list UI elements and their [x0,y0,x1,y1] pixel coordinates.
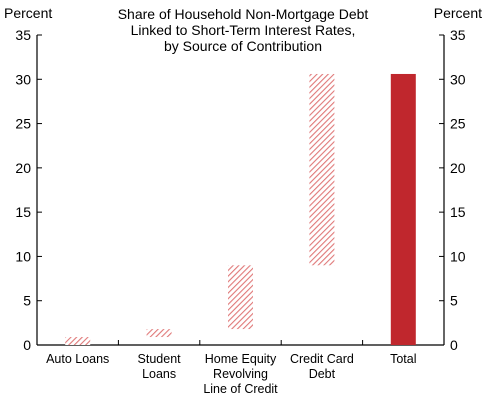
bar [228,265,253,330]
bar [390,73,416,345]
y-tick-label-left: 0 [23,337,31,353]
x-category-label: Revolving [213,367,268,381]
x-category-label: Total [390,352,416,366]
x-category-label: Loans [142,367,176,381]
bar [146,329,172,338]
y-tick-label-right: 25 [450,116,466,132]
y-tick-label-left: 20 [15,160,31,176]
x-category-label: Credit Card [290,352,354,366]
bars [65,73,416,345]
y-tick-label-right: 20 [450,160,466,176]
chart-title-line: by Source of Contribution [164,38,322,54]
y-tick-label-right: 10 [450,248,466,264]
axes: 0 0 5 5 10 10 15 15 20 20 25 25 30 30 35 35 [15,27,465,353]
bar [65,337,91,345]
chart-title: Share of Household Non-Mortgage DebtLink… [118,6,369,54]
y-axis-unit-left: Percent [4,5,52,21]
y-tick-label-left: 10 [15,248,31,264]
axis-unit-labels: Percent Percent [4,5,482,21]
y-tick-label-right: 15 [450,204,466,220]
chart-title-line: Linked to Short-Term Interest Rates, [131,22,356,38]
y-axis-unit-right: Percent [434,5,482,21]
x-category-label: Home Equity [205,352,277,366]
x-category-label: Auto Loans [46,352,109,366]
y-tick-label-right: 35 [450,27,466,43]
y-tick-label-left: 25 [15,116,31,132]
chart-title-line: Share of Household Non-Mortgage Debt [118,6,369,22]
x-category-label: Debt [309,367,336,381]
y-tick-label-left: 35 [15,27,31,43]
y-tick-label-right: 0 [450,337,458,353]
x-category-label: Student [138,352,182,366]
y-tick-label-right: 5 [450,293,458,309]
x-category-label: Line of Credit [203,382,278,396]
y-tick-label-left: 5 [23,293,31,309]
y-tick-label-left: 15 [15,204,31,220]
y-tick-label-right: 30 [450,71,466,87]
y-tick-label-left: 30 [15,71,31,87]
bar [309,73,335,266]
